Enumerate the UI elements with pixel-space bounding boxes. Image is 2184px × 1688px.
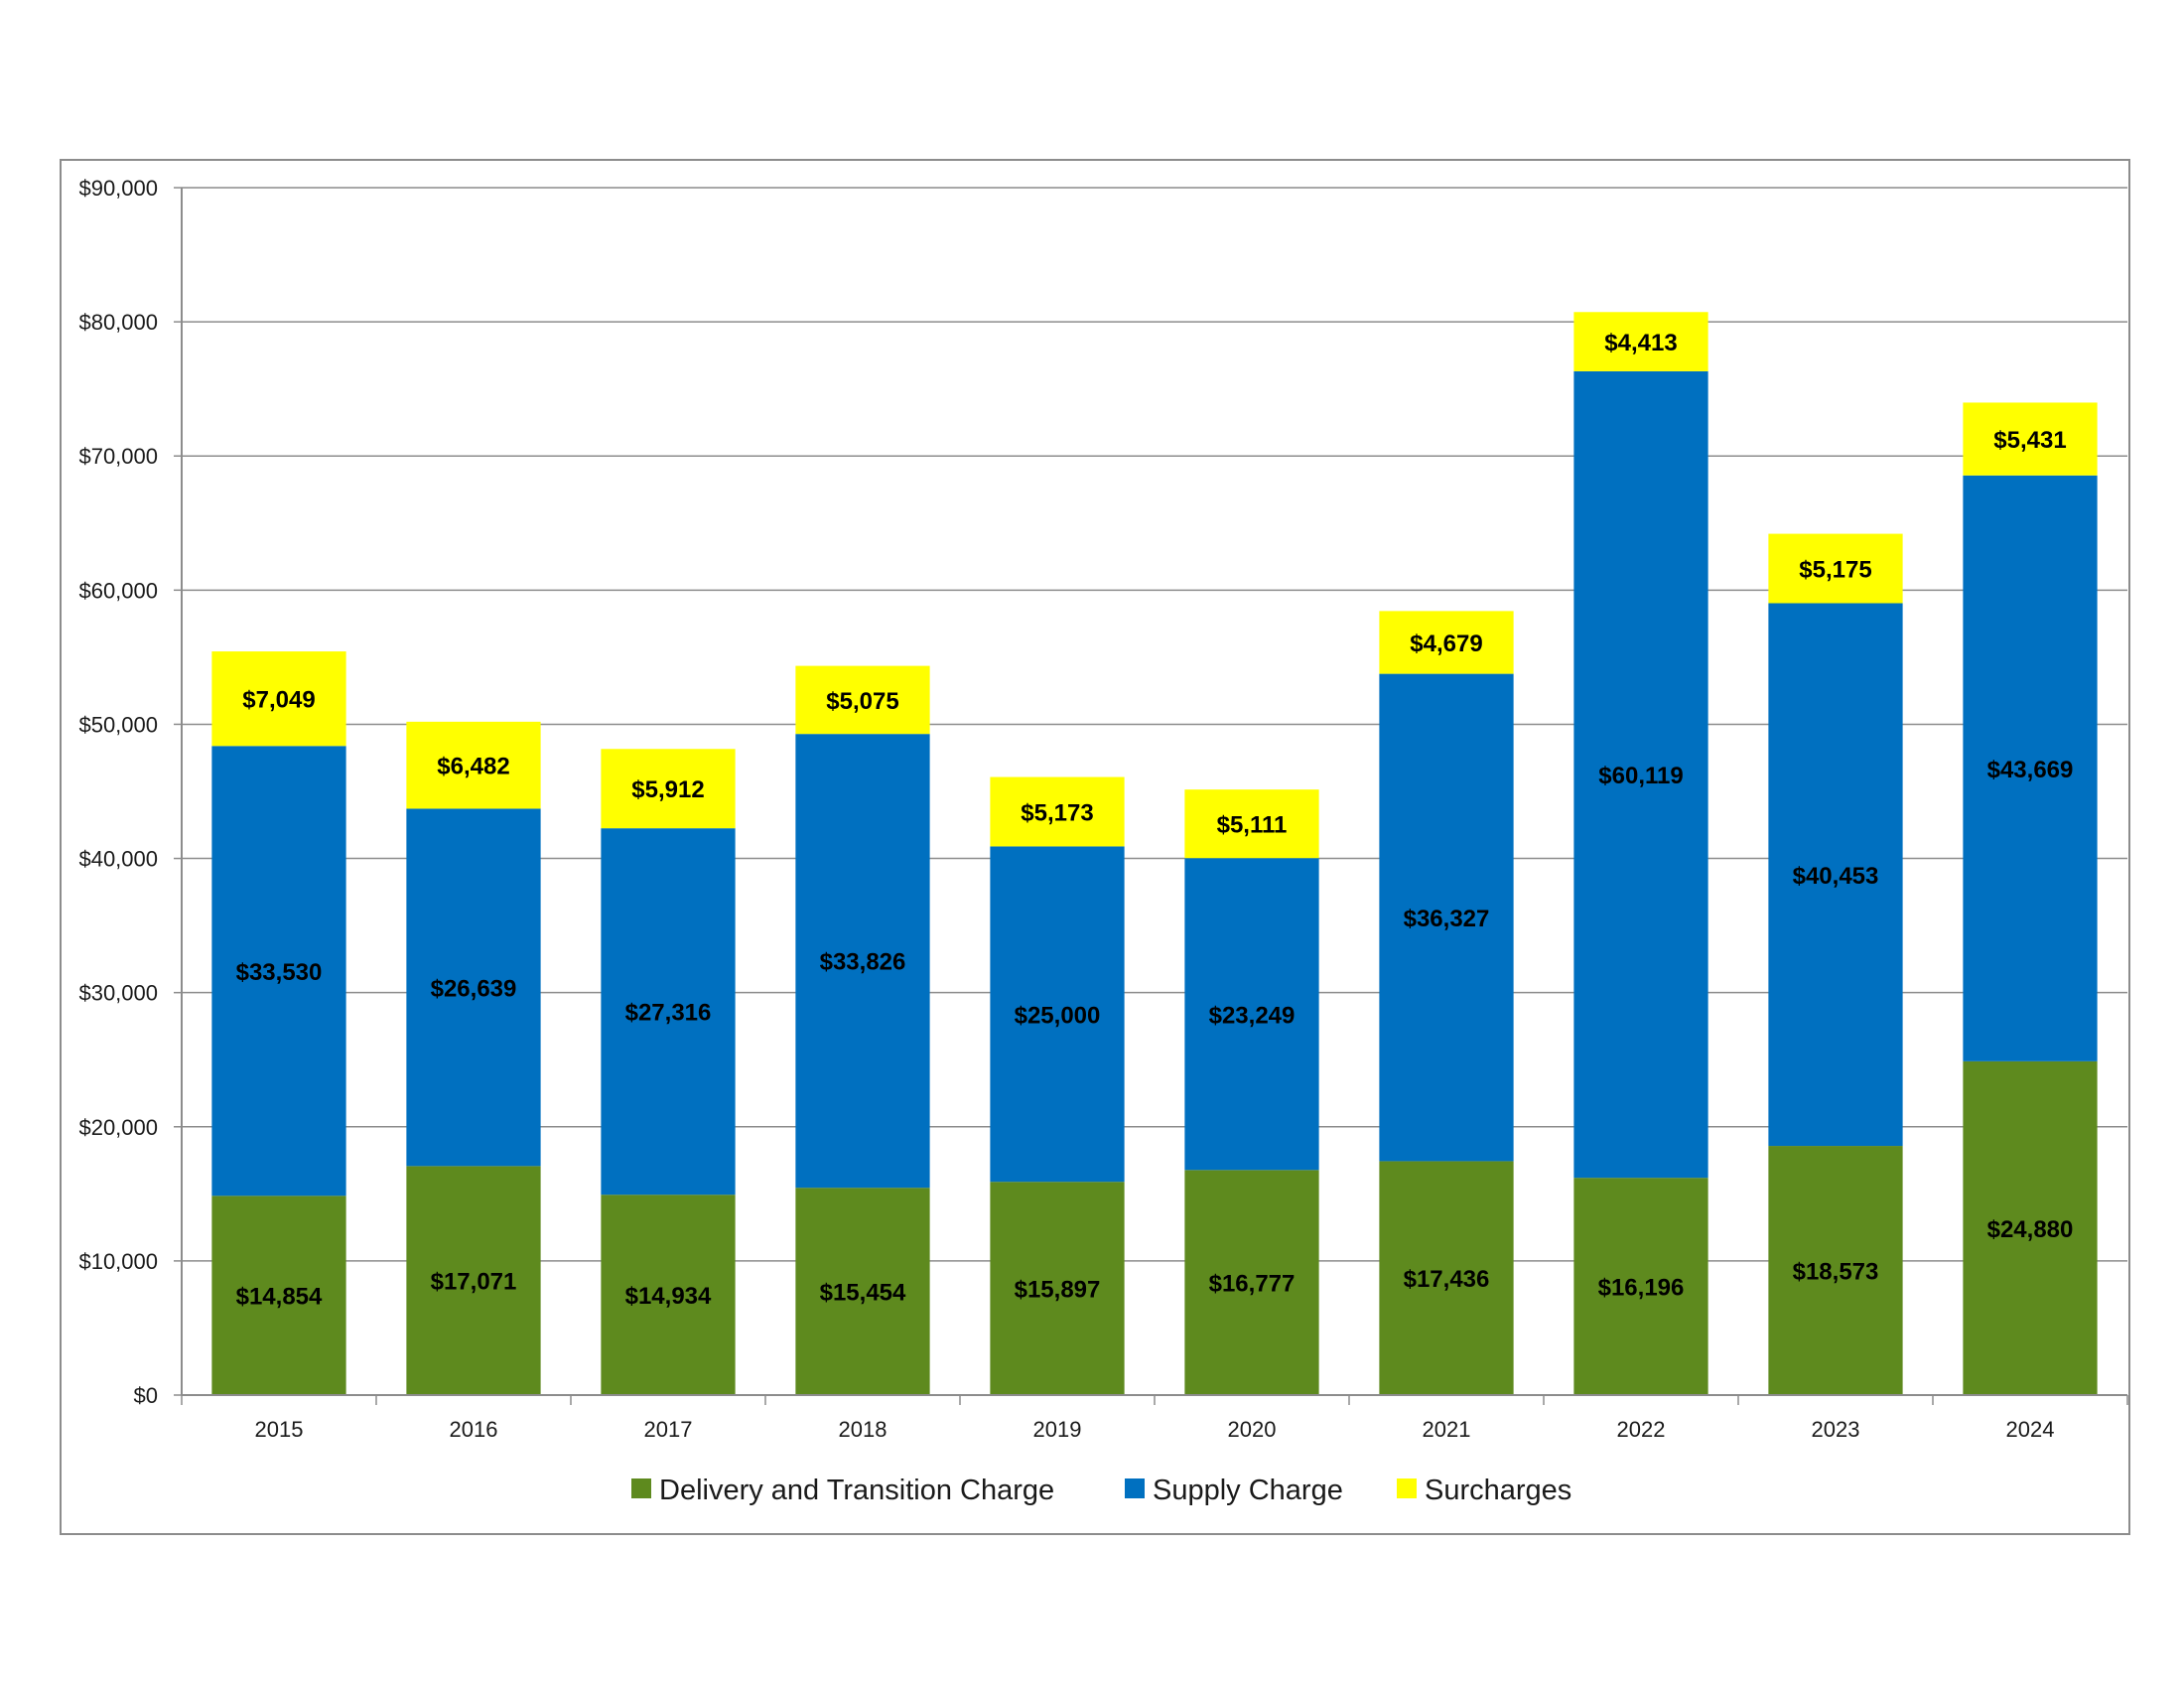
data-label: $24,880 <box>1987 1216 2074 1243</box>
y-tick-label: $70,000 <box>78 444 158 469</box>
bars <box>211 312 2098 1395</box>
data-label: $25,000 <box>1015 1002 1101 1029</box>
x-tick-label: 2015 <box>255 1417 304 1442</box>
data-label: $17,071 <box>431 1269 517 1296</box>
y-tick-label: $40,000 <box>78 847 158 872</box>
y-tick-label: $20,000 <box>78 1115 158 1140</box>
bar-segment-delivery-and-transition-charge-2017 <box>601 1195 736 1395</box>
bar-segment-supply-charge-2017 <box>601 828 736 1196</box>
legend-swatch <box>631 1478 651 1498</box>
x-tick-label: 2019 <box>1033 1417 1082 1442</box>
y-tick-label: $80,000 <box>78 310 158 335</box>
legend-label: Supply Charge <box>1153 1475 1343 1506</box>
bar-segment-delivery-and-transition-charge-2020 <box>1184 1170 1319 1395</box>
bar-segment-surcharges-2023 <box>1768 533 1903 604</box>
x-tick-label: 2022 <box>1617 1417 1666 1442</box>
y-tick-label: $50,000 <box>78 712 158 737</box>
data-label: $5,912 <box>631 776 704 803</box>
y-axis-ticks: $0 $10,000 $20,000 $30,000 $40,000 $50,000 $60… <box>78 176 182 1408</box>
data-label: $14,934 <box>625 1283 712 1310</box>
bar-segment-surcharges-2020 <box>1184 789 1319 859</box>
data-label: $18,573 <box>1793 1259 1879 1286</box>
data-label: $4,413 <box>1604 330 1677 356</box>
data-label: $33,530 <box>236 959 323 986</box>
x-tick-label: 2020 <box>1228 1417 1277 1442</box>
bar-segment-delivery-and-transition-charge-2023 <box>1768 1146 1903 1395</box>
bar-segment-surcharges-2019 <box>990 776 1125 847</box>
y-tick-label: $90,000 <box>78 176 158 201</box>
bar-segment-delivery-and-transition-charge-2024 <box>1963 1060 2098 1395</box>
y-tick-label: $10,000 <box>78 1249 158 1274</box>
bar-segment-surcharges-2018 <box>795 665 930 735</box>
data-label: $16,777 <box>1209 1271 1296 1298</box>
data-label: $14,854 <box>236 1284 323 1311</box>
data-label: $5,431 <box>1993 427 2066 454</box>
bar-segment-surcharges-2021 <box>1379 611 1514 674</box>
bar-segment-delivery-and-transition-charge-2019 <box>990 1182 1125 1395</box>
x-tick-label: 2018 <box>839 1417 887 1442</box>
data-label: $16,196 <box>1598 1275 1685 1302</box>
data-label: $26,639 <box>431 975 517 1002</box>
x-tick-label: 2017 <box>644 1417 693 1442</box>
bar-segment-surcharges-2022 <box>1573 312 1708 371</box>
bar-segment-supply-charge-2020 <box>1184 858 1319 1171</box>
data-label: $5,075 <box>826 688 898 715</box>
data-label: $15,454 <box>820 1280 906 1307</box>
data-label: $6,482 <box>437 754 509 780</box>
bar-segment-delivery-and-transition-charge-2016 <box>406 1166 541 1395</box>
data-labels: $14,854 $33,530 $7,049 $17,071 $26,639 $6,482… <box>236 330 2074 1311</box>
bar-segment-surcharges-2015 <box>211 651 346 747</box>
bar-segment-delivery-and-transition-charge-2018 <box>795 1188 930 1395</box>
bar-segment-supply-charge-2019 <box>990 846 1125 1183</box>
data-label: $33,826 <box>820 949 906 976</box>
data-label: $4,679 <box>1410 631 1482 657</box>
bar-segment-supply-charge-2024 <box>1963 475 2098 1061</box>
legend-label: Surcharges <box>1425 1475 1571 1506</box>
x-tick-label: 2016 <box>450 1417 498 1442</box>
data-label: $43,669 <box>1987 757 2074 783</box>
data-label: $40,453 <box>1793 863 1879 890</box>
data-label: $27,316 <box>625 1000 712 1027</box>
bar-segment-delivery-and-transition-charge-2015 <box>211 1196 346 1395</box>
x-axis-ticks: 2015 2016 2017 2018 2019 2020 2021 2022 2023 2024 <box>181 1395 2128 1442</box>
legend: Delivery and Transition Charge Supply Cha… <box>631 1475 1571 1506</box>
data-label: $60,119 <box>1598 763 1683 789</box>
bar-segment-supply-charge-2022 <box>1573 370 1708 1179</box>
x-tick-label: 2024 <box>2006 1417 2055 1442</box>
data-label: $23,249 <box>1209 1002 1296 1029</box>
bar-segment-delivery-and-transition-charge-2022 <box>1573 1178 1708 1395</box>
data-label: $7,049 <box>242 687 315 714</box>
bar-segment-delivery-and-transition-charge-2021 <box>1379 1161 1514 1395</box>
y-tick-label: $0 <box>134 1383 158 1408</box>
data-label: $36,327 <box>1404 906 1490 932</box>
legend-swatch <box>1125 1478 1145 1498</box>
x-tick-label: 2023 <box>1812 1417 1860 1442</box>
bar-segment-supply-charge-2016 <box>406 808 541 1167</box>
legend-swatch <box>1397 1478 1417 1498</box>
y-tick-label: $30,000 <box>78 981 158 1006</box>
data-label: $5,173 <box>1021 799 1093 826</box>
data-label: $15,897 <box>1015 1277 1101 1304</box>
x-tick-label: 2021 <box>1423 1417 1471 1442</box>
data-label: $17,436 <box>1404 1266 1490 1293</box>
data-label: $5,111 <box>1217 812 1288 839</box>
bar-segment-supply-charge-2015 <box>211 746 346 1196</box>
bar-segment-surcharges-2024 <box>1963 402 2098 476</box>
data-label: $5,175 <box>1799 557 1871 584</box>
bar-segment-supply-charge-2018 <box>795 734 930 1189</box>
y-tick-label: $60,000 <box>78 578 158 603</box>
bar-segment-surcharges-2017 <box>601 749 736 829</box>
bar-segment-supply-charge-2023 <box>1768 603 1903 1147</box>
legend-label: Delivery and Transition Charge <box>659 1475 1054 1506</box>
bar-segment-supply-charge-2021 <box>1379 673 1514 1162</box>
bar-segment-surcharges-2016 <box>406 721 541 809</box>
